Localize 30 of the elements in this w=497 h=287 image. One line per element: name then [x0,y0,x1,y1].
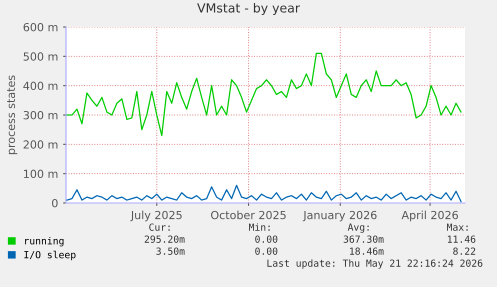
y-tick-label: 0 [52,198,58,208]
text: Last update: Thu May 21 22:16:24 2026 [267,259,482,269]
text: Avg: [348,224,369,233]
line-series [66,52,462,136]
y-tick-label: 100 m [24,170,58,178]
y-tick-label: 200 m [24,140,58,149]
x-tick-label: October 2025 [211,210,286,220]
text: 0.00 [255,247,278,255]
y-axis-title: process states [7,75,18,154]
text: 295.20m [144,235,185,243]
y-tick-label: 600 m [24,22,58,32]
legend-label: I/O sleep [24,250,76,260]
chart-title: VMstat - by year [197,2,300,16]
x-tick-label: April 2026 [402,210,458,222]
y-tick-label: 400 m [23,82,58,90]
text: 8.22 [453,247,476,255]
text: 3.50m [156,247,185,255]
y-tick-label: 300 m [24,110,58,120]
text: 0.00 [255,235,278,243]
text: 11.46 [448,235,476,243]
y-tick-label: 500 m [24,52,58,61]
text: 367.30m [344,235,384,243]
text: Min: [248,223,270,231]
text: Max: [446,224,468,231]
text: Cur: [149,223,170,231]
legend-label: running [25,236,64,246]
line-series [66,184,462,202]
x-tick-label: July 2025 [130,210,182,222]
text: 18.46m [350,247,384,255]
x-tick-label: January 2026 [302,210,377,222]
